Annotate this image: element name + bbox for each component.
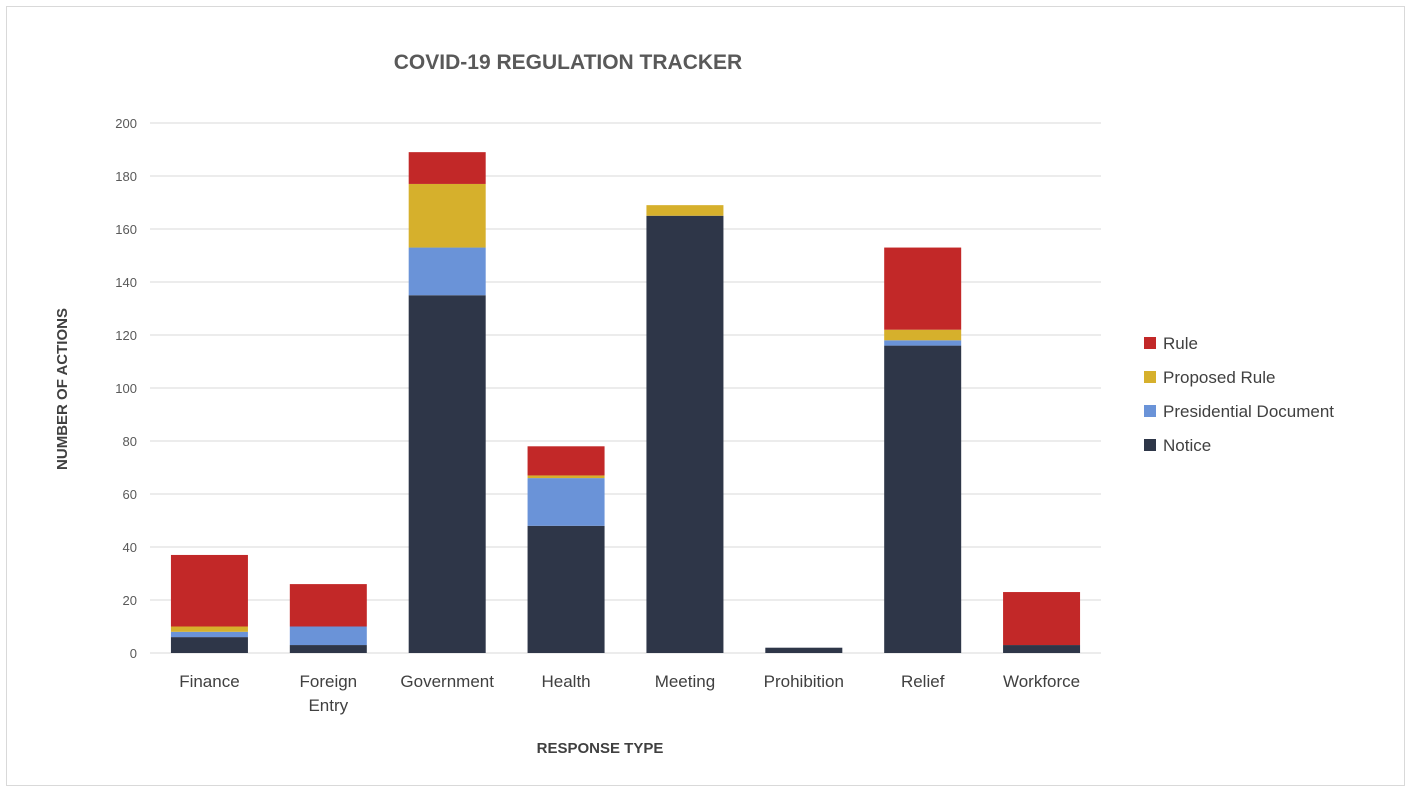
legend-item: Rule bbox=[1144, 334, 1198, 353]
chart-frame: COVID-19 REGULATION TRACKER 0 20 40 60 80 100… bbox=[6, 6, 1405, 786]
bar-segment bbox=[884, 345, 962, 653]
bars bbox=[170, 152, 1081, 653]
y-tick-label: 40 bbox=[123, 540, 137, 555]
legend-item: Notice bbox=[1144, 436, 1211, 455]
legend-label: Notice bbox=[1163, 436, 1211, 455]
bar-segment bbox=[170, 637, 248, 653]
bar-segment bbox=[527, 478, 605, 526]
bar-segment bbox=[170, 554, 248, 627]
bar-segment bbox=[408, 152, 486, 184]
legend-label: Rule bbox=[1163, 334, 1198, 353]
x-axis-labels: Finance Foreign Entry Government Health Meeti… bbox=[179, 672, 1080, 715]
y-tick-label: 80 bbox=[123, 434, 137, 449]
x-tick-label: Government bbox=[400, 672, 494, 691]
x-tick-label-line: Relief bbox=[901, 672, 945, 691]
bar-segment bbox=[1003, 592, 1081, 646]
bar-segment bbox=[170, 631, 248, 638]
legend-label: Presidential Document bbox=[1163, 402, 1334, 421]
chart-title: COVID-19 REGULATION TRACKER bbox=[394, 51, 742, 74]
y-axis-title: NUMBER OF ACTIONS bbox=[54, 308, 71, 470]
x-axis-title: RESPONSE TYPE bbox=[537, 740, 664, 757]
y-tick-label: 160 bbox=[115, 222, 137, 237]
legend-swatch bbox=[1144, 337, 1156, 349]
chart-svg: COVID-19 REGULATION TRACKER 0 20 40 60 80 100… bbox=[54, 51, 1334, 757]
x-tick-label: Prohibition bbox=[764, 672, 844, 691]
x-tick-label: Foreign Entry bbox=[299, 672, 357, 715]
bar-segment bbox=[1003, 645, 1081, 653]
y-tick-label: 20 bbox=[123, 593, 137, 608]
x-tick-label-line: Health bbox=[541, 672, 590, 691]
y-axis-ticks: 0 20 40 60 80 100 120 140 160 180 200 bbox=[115, 116, 137, 661]
bar-segment bbox=[170, 626, 248, 632]
x-tick-label-line: Finance bbox=[179, 672, 239, 691]
y-tick-label: 0 bbox=[130, 646, 137, 661]
bar-segment bbox=[408, 295, 486, 653]
legend-item: Proposed Rule bbox=[1144, 368, 1275, 387]
x-tick-label-line: Entry bbox=[308, 696, 348, 715]
x-tick-label: Meeting bbox=[655, 672, 715, 691]
x-tick-label-line: Government bbox=[400, 672, 494, 691]
y-tick-label: 180 bbox=[115, 169, 137, 184]
bar-segment bbox=[527, 475, 605, 479]
x-tick-label: Health bbox=[541, 672, 590, 691]
bar-segment bbox=[765, 647, 843, 653]
legend: Rule Proposed Rule Presidential Document No… bbox=[1144, 334, 1334, 455]
y-tick-label: 60 bbox=[123, 487, 137, 502]
bar-segment bbox=[289, 645, 367, 653]
bar-segment bbox=[289, 626, 367, 646]
x-tick-label-line: Foreign bbox=[299, 672, 357, 691]
bar-segment bbox=[884, 329, 962, 341]
bar-segment bbox=[646, 205, 724, 216]
bar-segment bbox=[884, 247, 962, 330]
x-tick-label: Workforce bbox=[1003, 672, 1080, 691]
bar-segment bbox=[289, 584, 367, 627]
bar-segment bbox=[884, 340, 962, 346]
legend-label: Proposed Rule bbox=[1163, 368, 1275, 387]
legend-swatch bbox=[1144, 439, 1156, 451]
y-tick-label: 200 bbox=[115, 116, 137, 131]
x-tick-label-line: Workforce bbox=[1003, 672, 1080, 691]
y-tick-label: 100 bbox=[115, 381, 137, 396]
legend-item: Presidential Document bbox=[1144, 402, 1334, 421]
bar-segment bbox=[646, 215, 724, 653]
x-tick-label: Finance bbox=[179, 672, 239, 691]
legend-swatch bbox=[1144, 371, 1156, 383]
legend-swatch bbox=[1144, 405, 1156, 417]
bar-segment bbox=[408, 247, 486, 296]
x-tick-label-line: Prohibition bbox=[764, 672, 844, 691]
bar-segment bbox=[408, 183, 486, 248]
y-tick-label: 140 bbox=[115, 275, 137, 290]
x-tick-label-line: Meeting bbox=[655, 672, 715, 691]
bar-segment bbox=[527, 525, 605, 653]
y-tick-label: 120 bbox=[115, 328, 137, 343]
bar-segment bbox=[527, 446, 605, 476]
x-tick-label: Relief bbox=[901, 672, 945, 691]
